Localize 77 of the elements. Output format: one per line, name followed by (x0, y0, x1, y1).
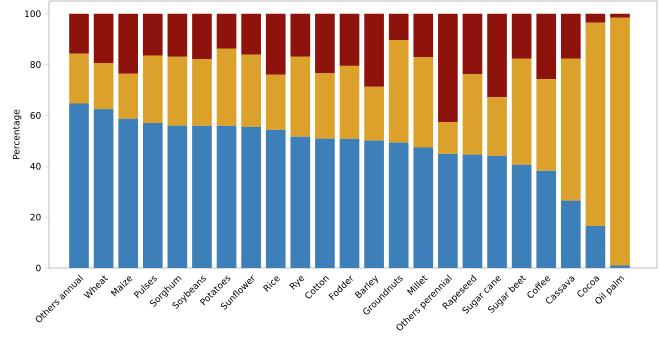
bar (69, 54, 89, 104)
bar (438, 154, 458, 268)
bar (118, 14, 138, 74)
bar (364, 86, 384, 141)
bar (142, 56, 163, 124)
bar (413, 57, 434, 148)
bar (512, 58, 532, 165)
bar (315, 73, 335, 139)
bar (216, 14, 236, 49)
bar (388, 142, 409, 268)
bar (536, 79, 556, 171)
bar (413, 14, 434, 58)
bar (560, 14, 581, 58)
bar (586, 226, 606, 268)
bar (216, 126, 236, 268)
bar (610, 18, 630, 266)
bar (610, 14, 630, 18)
bar (340, 66, 360, 139)
bar (536, 14, 556, 80)
bar (118, 74, 138, 119)
bar (168, 126, 188, 268)
bar (168, 14, 188, 57)
bar (462, 154, 482, 268)
bar (413, 147, 434, 268)
bar (168, 56, 188, 126)
bar (512, 14, 532, 59)
bar (487, 156, 507, 268)
bar (586, 14, 606, 23)
bar (192, 14, 212, 59)
bar (438, 14, 458, 122)
bar (462, 74, 482, 155)
bar (241, 14, 261, 55)
y-tick-label: 80 (30, 61, 41, 68)
bar (487, 14, 507, 98)
y-tick-label: 40 (30, 162, 41, 170)
bar (192, 58, 212, 126)
bar (388, 40, 409, 143)
y-axis-title: Percentage (12, 110, 22, 159)
bar (94, 14, 114, 64)
y-tick-label: 0 (36, 264, 41, 272)
bar (192, 126, 212, 268)
bar (216, 48, 236, 126)
bar (560, 58, 581, 201)
bar (512, 164, 532, 268)
bar (315, 138, 335, 268)
bar (364, 140, 384, 268)
bar (290, 14, 310, 57)
bar (266, 130, 286, 268)
bar (560, 200, 581, 268)
bar (340, 14, 360, 66)
bar (241, 126, 261, 268)
bar (266, 14, 286, 75)
bar (290, 56, 310, 137)
bar (142, 14, 163, 56)
bar (340, 138, 360, 268)
bar (586, 22, 606, 226)
y-tick-label: 60 (30, 112, 41, 119)
bar (388, 14, 409, 40)
bar (118, 118, 138, 268)
bar (142, 123, 163, 268)
bar (438, 122, 458, 154)
bar (266, 74, 286, 130)
bar (610, 265, 630, 268)
bar (290, 136, 310, 268)
bar (487, 97, 507, 156)
bar (69, 103, 89, 268)
bar (241, 54, 261, 127)
bar (315, 14, 335, 74)
bar (364, 14, 384, 87)
bar (462, 14, 482, 74)
bar (69, 14, 89, 54)
bar (536, 170, 556, 268)
x-tick-label: Rye (289, 276, 304, 290)
y-tick-label: 100 (25, 10, 41, 18)
y-tick-label: 20 (30, 214, 41, 221)
bar (94, 109, 114, 268)
bar (94, 63, 114, 110)
